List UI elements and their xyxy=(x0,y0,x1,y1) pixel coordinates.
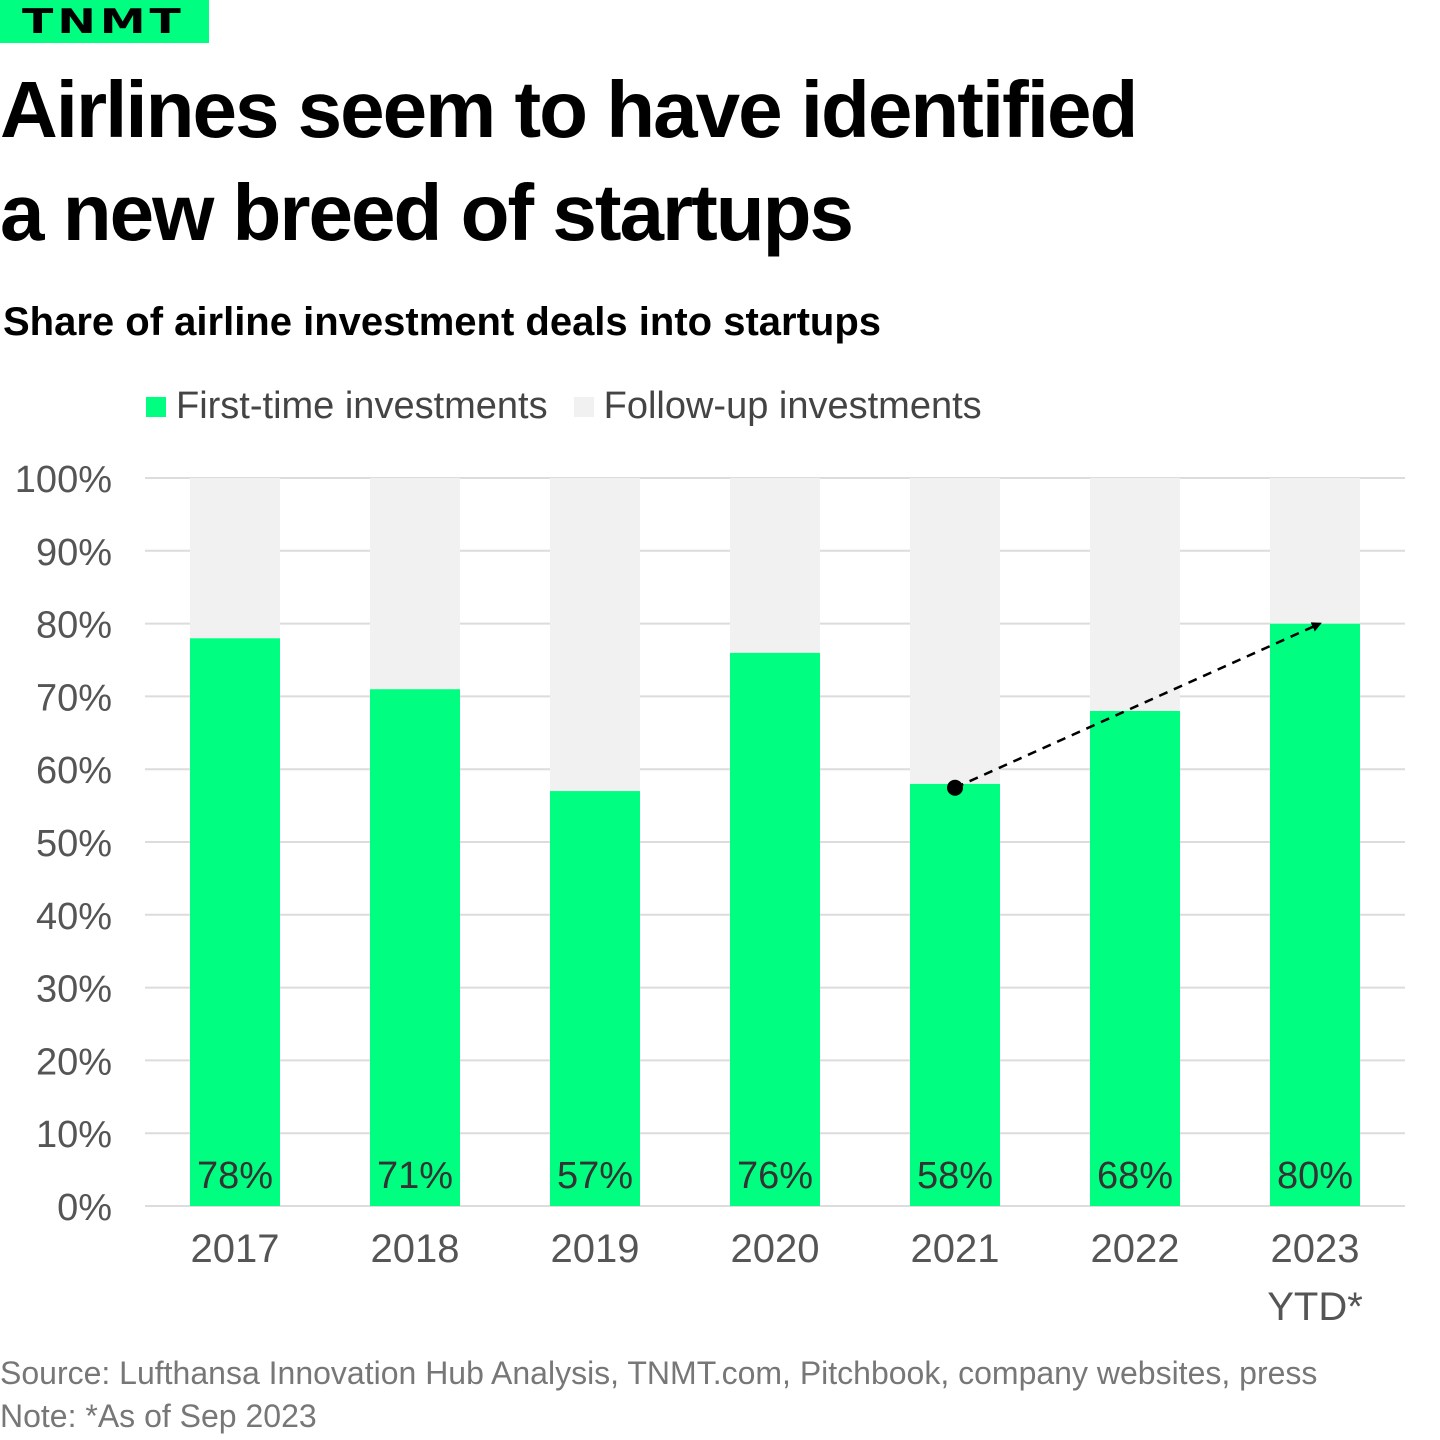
bar-first-time xyxy=(190,638,280,1206)
legend-item-first-time: First-time investments xyxy=(146,385,548,428)
source-note: Source: Lufthansa Innovation Hub Analysi… xyxy=(0,1355,1318,1391)
y-tick-label: 50% xyxy=(36,823,112,865)
data-label: 57% xyxy=(557,1155,633,1197)
data-label: 58% xyxy=(917,1155,993,1197)
bar-first-time xyxy=(370,689,460,1206)
data-label: 80% xyxy=(1277,1155,1353,1197)
y-tick-label: 60% xyxy=(36,750,112,792)
bar-first-time xyxy=(1090,710,1180,1206)
legend-swatch xyxy=(146,396,166,417)
x-tick-label: 2021 xyxy=(911,1227,1000,1271)
tnmt-logo: TNMT xyxy=(0,0,209,43)
trend-arrow xyxy=(954,622,1322,789)
bar-follow-up xyxy=(1270,478,1360,624)
footnote: Note: *As of Sep 2023 xyxy=(0,1398,317,1434)
y-tick-label: 40% xyxy=(36,896,112,938)
bar-follow-up xyxy=(370,478,460,690)
x-tick-label: 2019 xyxy=(551,1227,640,1271)
y-tick-label: 30% xyxy=(36,969,112,1011)
y-tick-label: 100% xyxy=(15,459,112,501)
bar-follow-up xyxy=(910,478,1000,784)
page-title: Airlines seem to have identified a new br… xyxy=(0,65,1138,257)
x-tick-label: 2020 xyxy=(731,1227,820,1271)
y-tick-label: 70% xyxy=(36,677,112,719)
bar-first-time xyxy=(730,652,820,1206)
bar-follow-up xyxy=(550,478,640,792)
chart-title: Share of airline investment deals into s… xyxy=(3,300,882,344)
x-tick-label: 2023 xyxy=(1271,1227,1360,1271)
y-tick-label: 10% xyxy=(36,1114,112,1156)
legend: First-time investments Follow-up investm… xyxy=(146,385,982,428)
x-tick-sublabel: YTD* xyxy=(1267,1285,1363,1329)
bar-first-time xyxy=(1270,623,1360,1206)
x-tick-label: 2018 xyxy=(371,1227,460,1271)
data-label: 68% xyxy=(1097,1155,1173,1197)
y-tick-label: 0% xyxy=(57,1187,112,1229)
bar-follow-up xyxy=(190,478,280,639)
legend-swatch xyxy=(573,396,594,417)
y-tick-label: 80% xyxy=(36,605,112,647)
bar-first-time xyxy=(550,791,640,1206)
legend-item-follow-up: Follow-up investments xyxy=(573,385,982,428)
x-tick-label: 2022 xyxy=(1091,1227,1180,1271)
data-label: 71% xyxy=(377,1155,453,1197)
bar-follow-up xyxy=(1090,478,1180,711)
data-label: 76% xyxy=(737,1155,813,1197)
x-tick-label: 2017 xyxy=(191,1227,280,1271)
bar-first-time xyxy=(910,783,1000,1206)
trend-start-dot xyxy=(947,779,963,796)
y-tick-label: 90% xyxy=(36,532,112,574)
y-tick-label: 20% xyxy=(36,1041,112,1083)
bar-follow-up xyxy=(730,478,820,653)
data-label: 78% xyxy=(197,1155,273,1197)
